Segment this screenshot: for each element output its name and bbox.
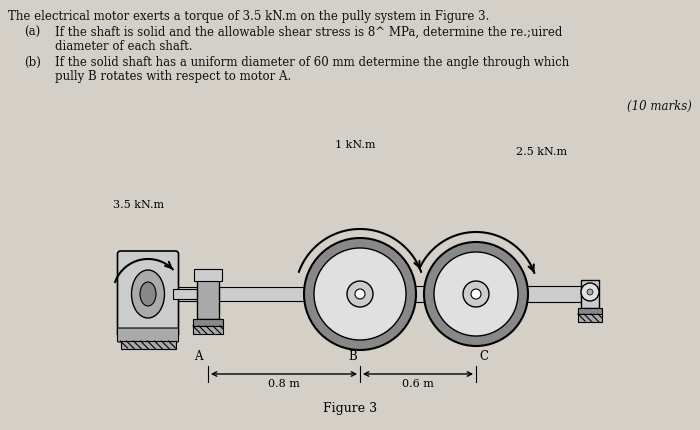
Bar [194, 269, 222, 281]
Ellipse shape [140, 283, 156, 306]
Bar [173, 289, 205, 299]
Text: 2.5 kN.m: 2.5 kN.m [516, 147, 567, 157]
Text: pully B rotates with respect to motor A.: pully B rotates with respect to motor A. [55, 70, 291, 83]
Circle shape [314, 249, 406, 340]
Bar [219, 287, 355, 301]
Text: Figure 3: Figure 3 [323, 401, 377, 414]
Bar [481, 286, 581, 302]
Text: The electrical motor exerts a torque of 3.5 kN.m on the pully system in Figure 3: The electrical motor exerts a torque of … [8, 10, 489, 23]
Circle shape [463, 281, 489, 307]
Text: (b): (b) [24, 56, 41, 69]
Bar [578, 314, 602, 322]
FancyBboxPatch shape [118, 328, 178, 342]
Bar [197, 280, 219, 319]
Bar [578, 308, 602, 314]
Bar [178, 287, 197, 301]
Text: If the solid shaft has a uniform diameter of 60 mm determine the angle through w: If the solid shaft has a uniform diamete… [55, 56, 569, 69]
Text: (a): (a) [24, 26, 41, 39]
Circle shape [355, 289, 365, 299]
Text: 0.6 m: 0.6 m [402, 378, 434, 388]
Circle shape [471, 289, 481, 299]
Bar [365, 286, 471, 302]
Text: diameter of each shaft.: diameter of each shaft. [55, 40, 192, 53]
Circle shape [581, 283, 599, 301]
Text: If the shaft is solid and the allowable shear stress is 8^ MPa, determine the re: If the shaft is solid and the allowable … [55, 26, 562, 39]
Circle shape [304, 239, 416, 350]
Circle shape [434, 252, 518, 336]
FancyBboxPatch shape [118, 252, 178, 337]
Circle shape [424, 243, 528, 346]
Bar [193, 326, 223, 334]
Bar [193, 319, 223, 326]
Circle shape [587, 289, 593, 295]
Bar [120, 341, 176, 349]
Text: (10 marks): (10 marks) [627, 100, 692, 113]
Text: 0.8 m: 0.8 m [268, 378, 300, 388]
Text: C: C [479, 349, 488, 362]
Text: A: A [195, 349, 203, 362]
Bar [581, 280, 599, 308]
Circle shape [347, 281, 373, 307]
Text: 3.5 kN.m: 3.5 kN.m [113, 200, 164, 209]
Ellipse shape [132, 270, 164, 318]
Text: 1 kN.m: 1 kN.m [335, 140, 375, 150]
Text: B: B [349, 349, 357, 362]
